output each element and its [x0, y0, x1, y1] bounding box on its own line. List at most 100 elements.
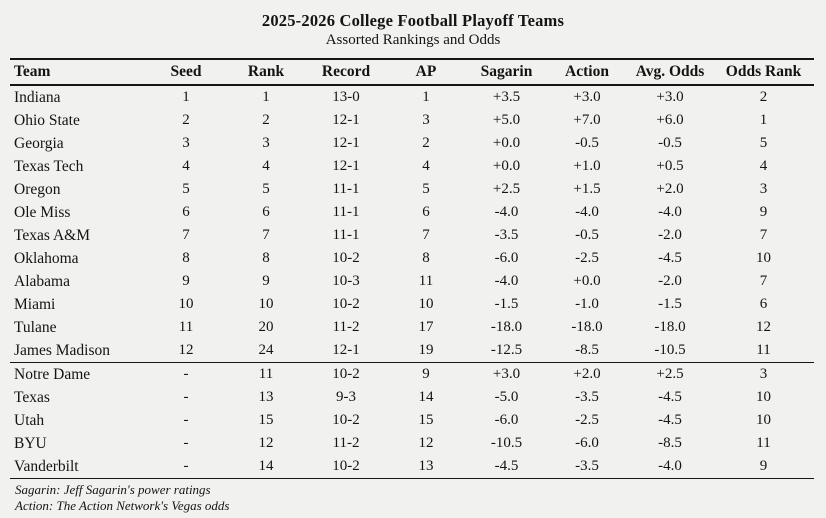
team-name-cell: Notre Dame	[14, 365, 91, 383]
value-cell: +0.5	[656, 158, 684, 174]
value-cell: 11	[178, 319, 194, 335]
value-cell: 11	[258, 366, 274, 382]
table-row: BYU - 12 11-2 12 -10.5 -6.0 -8.5 11	[10, 432, 814, 455]
value-cell: +5.0	[492, 112, 521, 128]
value-cell: 4	[262, 158, 270, 174]
value-cell: -10.5	[490, 435, 523, 451]
col-header-sagarin: Sagarin	[480, 63, 533, 80]
value-cell: 12	[756, 319, 771, 335]
table-row: Miami 10 10 10-2 10 -1.5 -1.0 -1.5 6	[10, 293, 814, 316]
value-cell: 10-3	[332, 273, 360, 289]
value-cell: 10	[756, 250, 771, 266]
col-header-odds-rank: Odds Rank	[725, 63, 802, 80]
col-header-team: Team	[14, 63, 51, 80]
col-header-record: Record	[321, 63, 371, 80]
team-name-cell: Alabama	[14, 272, 70, 290]
team-name-cell: Texas Tech	[14, 157, 84, 175]
col-header-action: Action	[565, 63, 609, 80]
col-header-ap: AP	[415, 63, 437, 80]
value-cell: +1.0	[573, 158, 601, 174]
value-cell: 11-1	[332, 227, 360, 243]
value-cell: 2	[422, 135, 430, 151]
value-cell: +2.5	[492, 181, 521, 197]
value-cell: 2	[262, 112, 270, 128]
value-cell: 2	[759, 89, 768, 105]
team-name-cell: Vanderbilt	[14, 457, 79, 475]
value-cell: -	[183, 412, 189, 428]
value-cell: 7	[422, 227, 430, 243]
col-header-avg-odds: Avg. Odds	[635, 63, 705, 80]
value-cell: 12	[258, 435, 274, 451]
table-row: Texas - 13 9-3 14 -5.0 -3.5 -4.5 10	[10, 386, 814, 409]
value-cell: 11	[756, 342, 771, 358]
value-cell: 7	[759, 273, 768, 289]
value-cell: 13-0	[332, 89, 360, 105]
team-name-cell: Georgia	[14, 134, 64, 152]
footnote-sagarin: Sagarin: Jeff Sagarin's power ratings	[15, 482, 211, 497]
value-cell: 10-2	[332, 412, 360, 428]
value-cell: 12	[418, 435, 434, 451]
value-cell: -6.0	[575, 435, 599, 451]
value-cell: 1	[262, 89, 270, 105]
value-cell: -1.5	[494, 296, 519, 312]
value-cell: 10-2	[332, 250, 360, 266]
value-cell: -4.0	[575, 204, 599, 220]
value-cell: -4.5	[658, 412, 682, 428]
value-cell: 5	[422, 181, 430, 197]
table-row: Tulane 11 20 11-2 17 -18.0 -18.0 -18.0 12	[10, 316, 814, 339]
value-cell: +6.0	[656, 112, 684, 128]
team-name-cell: Oklahoma	[14, 249, 79, 267]
value-cell: 4	[759, 158, 768, 174]
value-cell: 10	[756, 412, 771, 428]
value-cell: -4.5	[494, 458, 519, 474]
value-cell: 10	[258, 296, 274, 312]
value-cell: -	[183, 435, 189, 451]
value-cell: 6	[422, 204, 430, 220]
value-cell: -4.0	[494, 204, 519, 220]
table-row: Alabama 9 9 10-3 11 -4.0 +0.0 -2.0 7	[10, 270, 814, 293]
value-cell: 13	[418, 458, 434, 474]
value-cell: 10-2	[332, 296, 360, 312]
col-header-rank: Rank	[247, 63, 285, 80]
table-row: Ohio State 2 2 12-1 3 +5.0 +7.0 +6.0 1	[10, 109, 814, 132]
value-cell: 11	[756, 435, 771, 451]
value-cell: 19	[418, 342, 434, 358]
table-row: Utah - 15 10-2 15 -6.0 -2.5 -4.5 10	[10, 409, 814, 432]
team-name-cell: Utah	[14, 411, 45, 429]
value-cell: 14	[418, 389, 434, 405]
value-cell: 8	[422, 250, 430, 266]
value-cell: 11	[418, 273, 434, 289]
value-cell: -12.5	[490, 342, 523, 358]
value-cell: 9	[759, 204, 768, 220]
value-cell: -1.0	[575, 296, 599, 312]
value-cell: +7.0	[573, 112, 601, 128]
value-cell: 9	[759, 458, 768, 474]
value-cell: -6.0	[494, 412, 519, 428]
value-cell: -4.0	[658, 204, 682, 220]
value-cell: -	[183, 458, 189, 474]
value-cell: 6	[262, 204, 270, 220]
value-cell: -18.0	[654, 319, 686, 335]
value-cell: 10	[418, 296, 434, 312]
value-cell: -3.5	[494, 227, 519, 243]
value-cell: -6.0	[494, 250, 519, 266]
value-cell: -2.0	[658, 273, 682, 289]
table-row: Indiana 1 1 13-0 1 +3.5 +3.0 +3.0 2	[10, 85, 814, 109]
value-cell: 24	[258, 342, 274, 358]
header-row: Team Seed Rank Record AP Sagarin Action …	[10, 59, 814, 85]
team-name-cell: Miami	[14, 295, 56, 313]
value-cell: 2	[182, 112, 190, 128]
value-cell: 1	[422, 89, 430, 105]
value-cell: -4.0	[494, 273, 519, 289]
value-cell: -1.5	[658, 296, 682, 312]
value-cell: -8.5	[575, 342, 599, 358]
table-row: Oregon 5 5 11-1 5 +2.5 +1.5 +2.0 3	[10, 178, 814, 201]
value-cell: 5	[262, 181, 270, 197]
value-cell: 15	[258, 412, 274, 428]
value-cell: +2.5	[656, 366, 684, 382]
non-playoff-teams-section: Notre Dame - 11 10-2 9 +3.0 +2.0 +2.5 3 Texas - 13 9…	[10, 362, 814, 479]
value-cell: 9	[182, 273, 190, 289]
value-cell: 10-2	[332, 366, 360, 382]
team-name-cell: Texas A&M	[14, 226, 90, 244]
value-cell: +3.0	[573, 89, 601, 105]
